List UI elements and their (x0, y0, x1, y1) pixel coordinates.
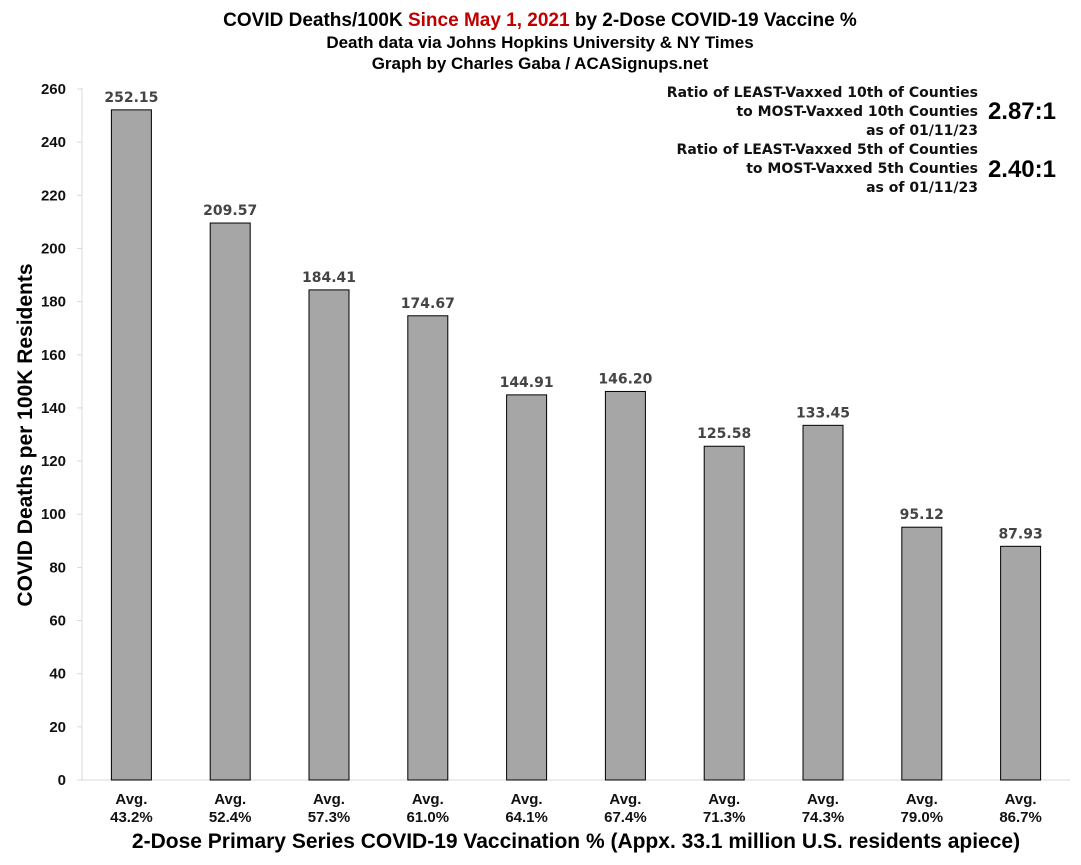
x-tick-label: Avg. (412, 791, 444, 808)
data-label: 144.91 (500, 375, 554, 391)
y-tick-label: 240 (41, 134, 66, 151)
annotation-10th-ratio: 2.87:1 (988, 98, 1056, 125)
x-tick-label: 67.4% (604, 809, 647, 826)
x-axis-title: 2-Dose Primary Series COVID-19 Vaccinati… (132, 830, 1020, 853)
data-label: 146.20 (598, 371, 652, 387)
x-tick-label: Avg. (1005, 791, 1037, 808)
annotation-10th-line-3: as of 01/11/23 (866, 123, 978, 139)
bar (604, 390, 646, 781)
data-labels: 252.15 209.57 184.41 174.67 144.91 146.20 125.… (104, 90, 1042, 542)
bar (308, 289, 350, 781)
y-tick-label: 60 (49, 613, 66, 630)
data-label: 125.58 (697, 426, 751, 442)
annotation-10th-line-2: to MOST-Vaxxed 10th Counties (736, 104, 978, 120)
data-label: 209.57 (203, 203, 257, 219)
x-tick-label: Avg. (807, 791, 839, 808)
annotation-10th-line-1: Ratio of LEAST-Vaxxed 10th of Counties (667, 85, 978, 101)
chart-title-highlight: Since May 1, 2021 (408, 10, 570, 31)
chart-title-part2: by 2-Dose COVID-19 Vaccine % (570, 10, 857, 31)
x-tick-label: 79.0% (901, 809, 944, 826)
data-label: 184.41 (302, 270, 356, 286)
bar (901, 526, 943, 781)
chart-title: COVID Deaths/100K Since May 1, 2021 by 2… (223, 10, 857, 31)
annotation-5th-line-3: as of 01/11/23 (866, 180, 978, 196)
chart-title-part1: COVID Deaths/100K (223, 10, 408, 31)
x-tick-label: 52.4% (209, 809, 252, 826)
x-tick-label: Avg. (115, 791, 147, 808)
y-tick-label: 140 (41, 400, 66, 417)
x-tick-label: Avg. (511, 791, 543, 808)
bar (209, 222, 251, 781)
bar (407, 315, 449, 781)
y-tick-label: 100 (41, 506, 66, 523)
y-axis-ticks: 0 20 40 60 80 100 120 140 160 180 200 220 240 260 (41, 81, 82, 789)
x-tick-label: Avg. (214, 791, 246, 808)
bar (802, 424, 844, 781)
data-label: 95.12 (900, 507, 944, 523)
data-label: 252.15 (104, 90, 158, 106)
x-axis-categories: Avg.43.2%Avg.52.4%Avg.57.3%Avg.61.0%Avg.… (110, 791, 1042, 826)
y-tick-label: 40 (49, 666, 66, 683)
y-tick-label: 20 (49, 719, 66, 736)
chart-subtitle-line-1: Death data via Johns Hopkins University … (326, 33, 753, 52)
y-tick-label: 220 (41, 187, 66, 204)
bar (703, 445, 745, 781)
x-tick-label: 86.7% (999, 809, 1042, 826)
y-tick-label: 180 (41, 294, 66, 311)
annotation-5th-line-2: to MOST-Vaxxed 5th Counties (746, 161, 978, 177)
y-tick-label: 160 (41, 347, 66, 364)
data-label: 174.67 (401, 296, 455, 312)
y-axis-title: COVID Deaths per 100K Residents (14, 263, 37, 606)
x-tick-label: 57.3% (308, 809, 351, 826)
y-tick-label: 120 (41, 453, 66, 470)
x-tick-label: 74.3% (802, 809, 845, 826)
bar (506, 394, 548, 781)
chart-subtitle-line-2: Graph by Charles Gaba / ACASignups.net (372, 54, 709, 73)
data-label: 87.93 (998, 526, 1042, 542)
y-tick-label: 0 (58, 772, 66, 789)
x-tick-label: 71.3% (703, 809, 746, 826)
y-tick-label: 80 (49, 559, 66, 576)
annotation-5th: Ratio of LEAST-Vaxxed 5th of Counties to… (677, 142, 1056, 196)
x-tick-label: Avg. (708, 791, 740, 808)
bars (110, 109, 1042, 781)
x-tick-label: 43.2% (110, 809, 153, 826)
y-tick-label: 200 (41, 240, 66, 257)
x-tick-label: Avg. (906, 791, 938, 808)
annotation-5th-ratio: 2.40:1 (988, 156, 1056, 183)
data-label: 133.45 (796, 405, 850, 421)
bar (110, 109, 152, 781)
annotation-10th: Ratio of LEAST-Vaxxed 10th of Counties t… (667, 85, 1056, 139)
annotation-5th-line-1: Ratio of LEAST-Vaxxed 5th of Counties (677, 142, 978, 158)
x-tick-label: 61.0% (407, 809, 450, 826)
x-tick-label: Avg. (313, 791, 345, 808)
x-tick-label: Avg. (609, 791, 641, 808)
x-tick-label: 64.1% (505, 809, 548, 826)
y-tick-label: 260 (41, 81, 66, 98)
bar (1000, 545, 1042, 781)
